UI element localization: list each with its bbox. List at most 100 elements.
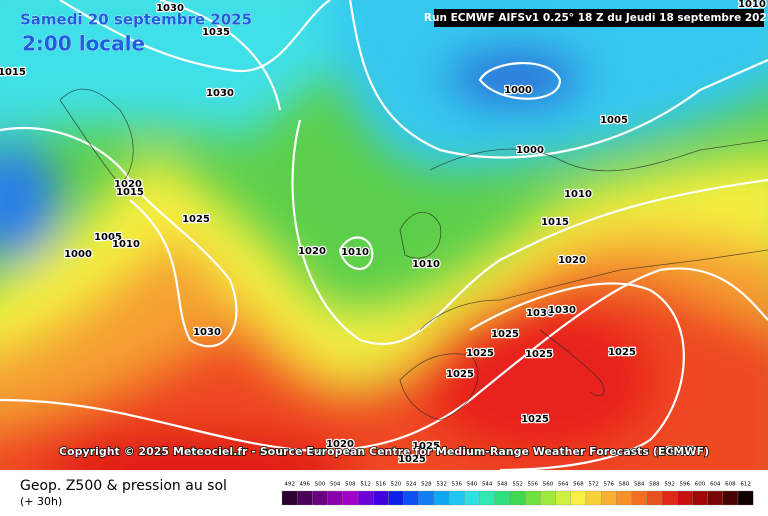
color-swatch: [433, 490, 450, 506]
color-swatch: [357, 490, 374, 506]
color-scale-label: 600: [695, 482, 706, 488]
footer-title: Geop. Z500 & pression au sol: [20, 478, 227, 494]
color-scale-label: 496: [300, 482, 311, 488]
isobar-label: 1005: [94, 232, 122, 243]
color-swatch: [479, 490, 495, 506]
isobar-label: 1010: [564, 189, 592, 200]
color-swatch: [646, 490, 663, 506]
color-scale-label: 596: [680, 482, 691, 488]
isobar-label: 1000: [64, 249, 92, 260]
color-scale-label: 508: [345, 482, 356, 488]
color-scale-label: 548: [497, 482, 508, 488]
color-scale-label: 568: [573, 482, 584, 488]
color-swatch: [601, 490, 617, 506]
map-local-time: 2:00 locale: [22, 32, 145, 56]
color-swatch: [464, 490, 480, 506]
color-scale-label: 520: [391, 482, 402, 488]
isobar-label: 1030: [526, 308, 554, 319]
isobar-label: 1025: [525, 349, 553, 360]
isobar-label: 1015: [541, 217, 569, 228]
color-scale-label: 544: [482, 482, 493, 488]
color-swatch: [509, 490, 526, 506]
isobar-label: 1020: [326, 439, 354, 450]
map-date: Samedi 20 septembre 2025: [20, 11, 252, 29]
color-swatch: [373, 490, 389, 506]
color-swatch: [388, 490, 404, 506]
run-info: Run ECMWF AIFSv1 0.25° 18 Z du Jeudi 18 …: [424, 12, 768, 24]
color-scale-label: 604: [710, 482, 721, 488]
isobar-label: 1025: [608, 347, 636, 358]
color-scale-label: 500: [315, 482, 326, 488]
footer-lead-time: (+ 30h): [20, 495, 62, 508]
color-swatch: [631, 490, 647, 506]
color-swatch: [737, 490, 754, 506]
color-scale-label: 572: [588, 482, 599, 488]
color-scale-label: 580: [619, 482, 630, 488]
color-swatch: [525, 490, 541, 506]
color-swatch: [342, 490, 359, 506]
isobar-label: 1020: [114, 179, 142, 190]
color-swatch: [585, 490, 602, 506]
color-swatch: [418, 490, 435, 506]
isobar-label: 1015: [666, 446, 694, 457]
color-swatch: [327, 490, 343, 506]
isobar-label: 1000: [516, 145, 544, 156]
copyright: Copyright © 2025 Meteociel.fr - Source E…: [59, 445, 709, 458]
color-scale-label: 608: [725, 482, 736, 488]
color-swatch: [616, 490, 632, 506]
color-swatch: [312, 490, 328, 506]
color-scale-label: 524: [406, 482, 417, 488]
isobar-label: 1025: [446, 369, 474, 380]
isobar-label: 1025: [521, 414, 549, 425]
color-scale-label: 592: [664, 482, 675, 488]
color-scale: 492 496 500 504 508 512 516 520 524 528 532 536 540 5…: [281, 482, 754, 506]
color-scale-label: 516: [376, 482, 387, 488]
color-scale-label: 560: [543, 482, 554, 488]
color-swatch: [297, 490, 313, 506]
color-scale-label: 612: [740, 482, 751, 488]
isobar-label: 1010: [341, 247, 369, 258]
color-swatch: [722, 490, 739, 506]
isobar-label: 1025: [182, 214, 210, 225]
color-scale-label: 532: [436, 482, 447, 488]
color-swatch: [494, 490, 511, 506]
color-swatch: [677, 490, 693, 506]
isobar-label: 1000: [504, 85, 532, 96]
color-scale-label: 556: [528, 482, 539, 488]
isobar-label: 1005: [600, 115, 628, 126]
color-scale-label: 540: [467, 482, 478, 488]
run-info-box: [434, 9, 764, 27]
isobar-label: 1030: [156, 3, 184, 14]
color-swatch: [449, 490, 465, 506]
isobar-label: 1035: [202, 27, 230, 38]
color-swatch: [540, 490, 556, 506]
isobar-label: 1010: [112, 239, 140, 250]
isobar-label: 1025: [466, 348, 494, 359]
isobar-label: 1030: [193, 327, 221, 338]
color-scale-label: 536: [452, 482, 463, 488]
isobar-label: 1010: [412, 259, 440, 270]
color-swatch: [281, 490, 298, 506]
color-swatch: [707, 490, 723, 506]
color-scale-label: 576: [604, 482, 615, 488]
isobar-label: 1030: [206, 88, 234, 99]
color-scale-label: 512: [360, 482, 371, 488]
color-scale-label: 492: [284, 482, 295, 488]
isobar-label: 1025: [398, 454, 426, 465]
isobar-label: 1020: [558, 255, 586, 266]
color-scale-label: 504: [330, 482, 341, 488]
isobar-label: 1030: [548, 305, 576, 316]
color-swatch: [692, 490, 708, 506]
coastlines: [59, 88, 768, 421]
color-scale-label: 588: [649, 482, 660, 488]
isobar-label: 1015: [116, 187, 144, 198]
color-scale-label: 584: [634, 482, 645, 488]
color-swatch: [661, 490, 678, 506]
isobar-label: 1025: [491, 329, 519, 340]
color-swatch: [555, 490, 571, 506]
color-swatch: [570, 490, 587, 506]
